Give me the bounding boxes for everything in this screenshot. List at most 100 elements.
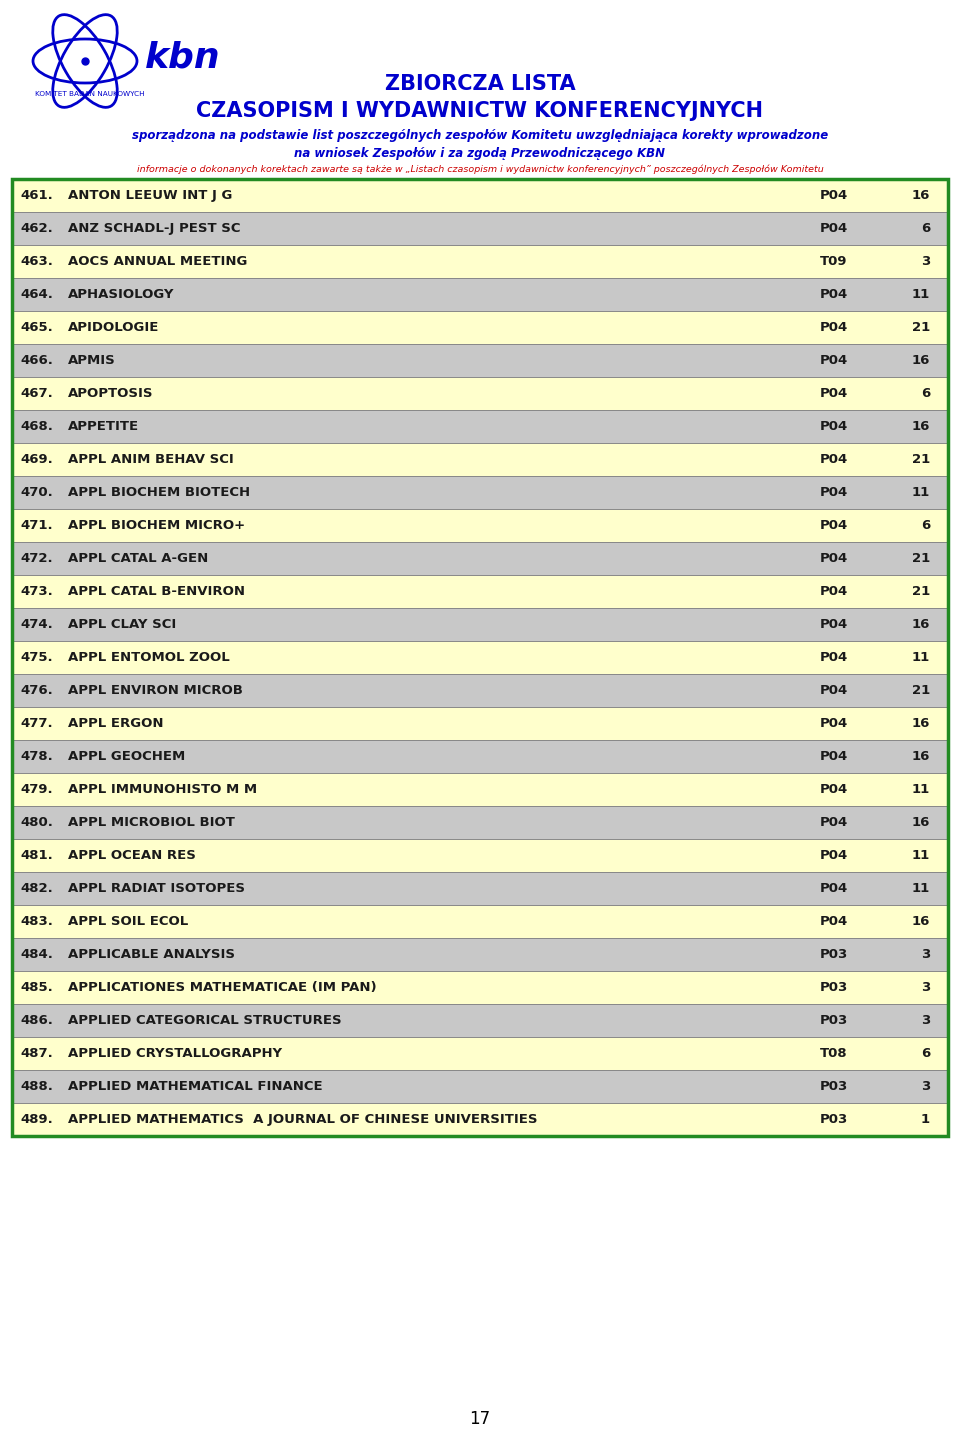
Bar [12,312,948,343]
Text: P04: P04 [820,322,849,335]
Text: 21: 21 [912,585,930,598]
Text: P04: P04 [820,420,849,433]
Text: APOPTOSIS: APOPTOSIS [68,387,154,400]
Text: APPETITE: APPETITE [68,420,139,433]
Text: ANZ SCHADL-J PEST SC: ANZ SCHADL-J PEST SC [68,222,241,235]
Bar [12,938,948,971]
Bar [12,609,948,640]
Text: 21: 21 [912,684,930,697]
Text: P03: P03 [820,1113,849,1126]
Text: 469.: 469. [20,454,53,467]
Text: 486.: 486. [20,1014,53,1027]
Text: 16: 16 [912,816,930,829]
Text: P04: P04 [820,619,849,630]
Text: P04: P04 [820,585,849,598]
Text: 16: 16 [912,751,930,764]
Bar [12,377,948,410]
Bar [12,1069,948,1103]
Text: APPL ERGON: APPL ERGON [68,717,163,730]
Text: 16: 16 [912,914,930,927]
Text: 16: 16 [912,619,930,630]
Text: P04: P04 [820,454,849,467]
Text: 475.: 475. [20,651,53,664]
Bar [12,509,948,542]
Text: 471.: 471. [20,519,53,532]
Bar [12,839,948,872]
Text: 16: 16 [912,354,930,367]
Bar [12,674,948,707]
Text: 6: 6 [921,387,930,400]
Text: 465.: 465. [20,322,53,335]
Text: P03: P03 [820,1014,849,1027]
Text: APPLICATIONES MATHEMATICAE (IM PAN): APPLICATIONES MATHEMATICAE (IM PAN) [68,981,376,994]
Text: 480.: 480. [20,816,53,829]
Text: APPLIED CRYSTALLOGRAPHY: APPLIED CRYSTALLOGRAPHY [68,1048,282,1061]
Text: P03: P03 [820,1080,849,1093]
Text: 16: 16 [912,717,930,730]
Bar [12,180,948,212]
Text: 21: 21 [912,322,930,335]
Text: T09: T09 [820,255,848,268]
Text: 464.: 464. [20,288,53,301]
Text: P03: P03 [820,948,849,961]
Text: 16: 16 [912,188,930,201]
Text: 1: 1 [921,1113,930,1126]
Text: ZBIORCZA LISTA: ZBIORCZA LISTA [385,74,575,94]
Text: P04: P04 [820,782,849,796]
Bar [12,806,948,839]
Bar [12,906,948,938]
Text: 484.: 484. [20,948,53,961]
Text: APPL BIOCHEM BIOTECH: APPL BIOCHEM BIOTECH [68,485,251,498]
Text: P04: P04 [820,816,849,829]
Text: APPL CATAL A-GEN: APPL CATAL A-GEN [68,552,208,565]
Bar [12,872,948,906]
Text: 478.: 478. [20,751,53,764]
Text: sporządzona na podstawie list poszczególnych zespołów Komitetu uwzględniająca ko: sporządzona na podstawie list poszczegól… [132,129,828,142]
Text: P04: P04 [820,288,849,301]
Text: P04: P04 [820,387,849,400]
Text: APPL RADIAT ISOTOPES: APPL RADIAT ISOTOPES [68,882,245,895]
Bar [12,971,948,1004]
Text: 470.: 470. [20,485,53,498]
Text: P04: P04 [820,651,849,664]
Text: APPL ANIM BEHAV SCI: APPL ANIM BEHAV SCI [68,454,233,467]
Text: P04: P04 [820,188,849,201]
Bar [12,443,948,477]
Text: 11: 11 [912,485,930,498]
Text: 11: 11 [912,882,930,895]
Text: APPL IMMUNOHISTO M M: APPL IMMUNOHISTO M M [68,782,257,796]
Text: APPLIED MATHEMATICS  A JOURNAL OF CHINESE UNIVERSITIES: APPLIED MATHEMATICS A JOURNAL OF CHINESE… [68,1113,538,1126]
Text: APPLIED MATHEMATICAL FINANCE: APPLIED MATHEMATICAL FINANCE [68,1080,323,1093]
Text: CZASOPISM I WYDAWNICTW KONFERENCYJNYCH: CZASOPISM I WYDAWNICTW KONFERENCYJNYCH [197,101,763,122]
Text: 3: 3 [921,1080,930,1093]
Text: APIDOLOGIE: APIDOLOGIE [68,322,159,335]
Text: 461.: 461. [20,188,53,201]
Text: APPLIED CATEGORICAL STRUCTURES: APPLIED CATEGORICAL STRUCTURES [68,1014,342,1027]
Text: P04: P04 [820,849,849,862]
Text: P04: P04 [820,717,849,730]
Bar [12,640,948,674]
Text: kbn: kbn [145,41,221,74]
Text: 483.: 483. [20,914,53,927]
Text: APPL BIOCHEM MICRO+: APPL BIOCHEM MICRO+ [68,519,245,532]
Text: P04: P04 [820,882,849,895]
Text: 6: 6 [921,519,930,532]
Text: 481.: 481. [20,849,53,862]
Text: APPL ENTOMOL ZOOL: APPL ENTOMOL ZOOL [68,651,229,664]
Text: 16: 16 [912,420,930,433]
Text: 463.: 463. [20,255,53,268]
Text: 473.: 473. [20,585,53,598]
Text: na wniosek Zespołów i za zgodą Przewodniczącego KBN: na wniosek Zespołów i za zgodą Przewodni… [295,146,665,159]
Text: 3: 3 [921,981,930,994]
Text: 466.: 466. [20,354,53,367]
Text: 21: 21 [912,454,930,467]
Text: 477.: 477. [20,717,53,730]
Text: 11: 11 [912,849,930,862]
Bar [12,477,948,509]
Bar [12,542,948,575]
Text: 476.: 476. [20,684,53,697]
Text: APPL ENVIRON MICROB: APPL ENVIRON MICROB [68,684,243,697]
Text: 479.: 479. [20,782,53,796]
Bar [12,772,948,806]
Text: 488.: 488. [20,1080,53,1093]
